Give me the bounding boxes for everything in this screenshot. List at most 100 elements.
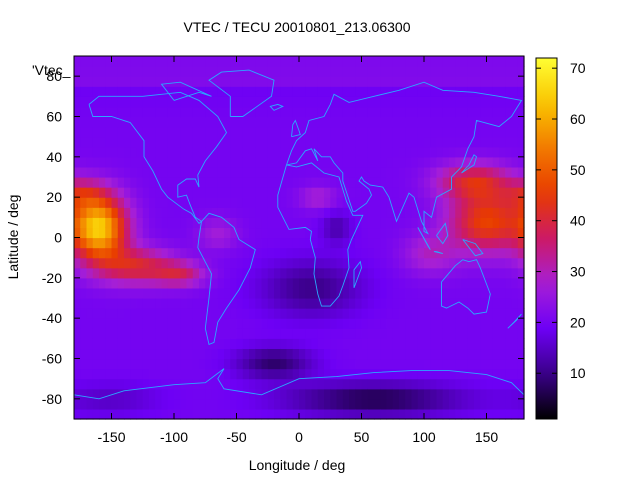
heatmap-cell — [280, 328, 288, 339]
heatmap-cell — [292, 217, 300, 229]
heatmap-cell — [392, 227, 400, 239]
heatmap-cell — [161, 237, 169, 249]
heatmap-cell — [136, 378, 144, 390]
heatmap-cell — [467, 207, 475, 218]
heatmap-cell — [167, 247, 175, 259]
x-tick-label: -50 — [226, 429, 246, 445]
heatmap-cell — [324, 318, 331, 329]
heatmap-cell — [336, 368, 344, 380]
heatmap-cell — [261, 338, 269, 350]
heatmap-cell — [149, 308, 156, 319]
heatmap-cell — [480, 96, 488, 108]
heatmap-cell — [80, 116, 88, 128]
heatmap-cell — [205, 197, 213, 208]
heatmap-cell — [111, 126, 119, 138]
heatmap-cell — [455, 237, 463, 249]
heatmap-cell — [149, 146, 156, 158]
heatmap-cell — [186, 227, 194, 239]
heatmap-cell — [211, 358, 219, 370]
heatmap-cell — [105, 56, 113, 67]
heatmap-cell — [292, 267, 300, 279]
heatmap-cell — [230, 207, 238, 218]
heatmap-cell — [467, 126, 475, 138]
heatmap-cell — [399, 368, 406, 380]
heatmap-cell — [217, 86, 225, 97]
heatmap-cell — [274, 227, 281, 239]
heatmap-cell — [330, 136, 338, 148]
heatmap-cell — [367, 136, 375, 148]
heatmap-cell — [392, 197, 400, 208]
heatmap-cell — [330, 116, 338, 128]
heatmap-cell — [367, 217, 375, 229]
heatmap-cell — [442, 277, 450, 289]
heatmap-cell — [124, 166, 131, 178]
heatmap-cell — [74, 156, 81, 168]
heatmap-cell — [136, 227, 144, 239]
heatmap-cell — [136, 338, 144, 350]
heatmap-cell — [499, 66, 506, 77]
heatmap-cell — [92, 328, 100, 339]
heatmap-cell — [505, 126, 513, 138]
heatmap-cell — [92, 177, 100, 188]
heatmap-cell — [492, 247, 500, 259]
heatmap-cell — [136, 277, 144, 289]
heatmap-cell — [174, 298, 181, 309]
heatmap-cell — [474, 378, 481, 390]
heatmap-cell — [499, 177, 506, 188]
heatmap-cell — [442, 378, 450, 390]
heatmap-cell — [342, 287, 350, 299]
heatmap-cell — [192, 267, 200, 279]
colorbar-tick-label: 30 — [570, 264, 586, 280]
heatmap-cell — [142, 328, 150, 339]
heatmap-cell — [324, 237, 331, 249]
heatmap-cell — [117, 187, 125, 198]
heatmap-cell — [361, 56, 369, 67]
heatmap-cell — [155, 56, 163, 67]
heatmap-cell — [499, 308, 506, 319]
heatmap-cell — [261, 227, 269, 239]
heatmap-cell — [455, 56, 463, 67]
heatmap-cell — [455, 217, 463, 229]
heatmap-cell — [517, 66, 525, 77]
heatmap-cell — [205, 257, 213, 269]
heatmap-cell — [86, 197, 94, 208]
heatmap-cell — [467, 287, 475, 299]
heatmap-cell — [111, 398, 119, 410]
heatmap-cell — [505, 257, 513, 269]
heatmap-cell — [317, 187, 325, 198]
heatmap-cell — [199, 116, 206, 128]
heatmap-cell — [467, 378, 475, 390]
heatmap-cell — [117, 197, 125, 208]
heatmap-cell — [136, 318, 144, 329]
heatmap-cell — [442, 197, 450, 208]
heatmap-cell — [511, 247, 519, 259]
heatmap-cell — [492, 86, 500, 97]
heatmap-cell — [242, 136, 250, 148]
heatmap-cell — [486, 116, 494, 128]
heatmap-cell — [474, 408, 481, 420]
heatmap-cell — [86, 237, 94, 249]
heatmap-cell — [292, 257, 300, 269]
heatmap-cell — [80, 398, 88, 410]
heatmap-cell — [317, 328, 325, 339]
heatmap-cell — [255, 156, 263, 168]
heatmap-cell — [261, 86, 269, 97]
heatmap-cell — [336, 207, 344, 218]
heatmap-cell — [149, 177, 156, 188]
heatmap-cell — [111, 116, 119, 128]
heatmap-cell — [392, 66, 400, 77]
heatmap-cell — [242, 237, 250, 249]
heatmap-cell — [230, 257, 238, 269]
heatmap-cell — [155, 76, 163, 87]
heatmap-cell — [74, 338, 81, 350]
heatmap-cell — [99, 126, 106, 138]
heatmap-cell — [424, 308, 431, 319]
heatmap-cell — [142, 348, 150, 360]
heatmap-cell — [336, 247, 344, 259]
heatmap-cell — [211, 237, 219, 249]
heatmap-cell — [517, 358, 525, 370]
heatmap-cell — [142, 368, 150, 380]
heatmap-cell — [474, 287, 481, 299]
heatmap-cell — [117, 237, 125, 249]
heatmap-cell — [261, 267, 269, 279]
